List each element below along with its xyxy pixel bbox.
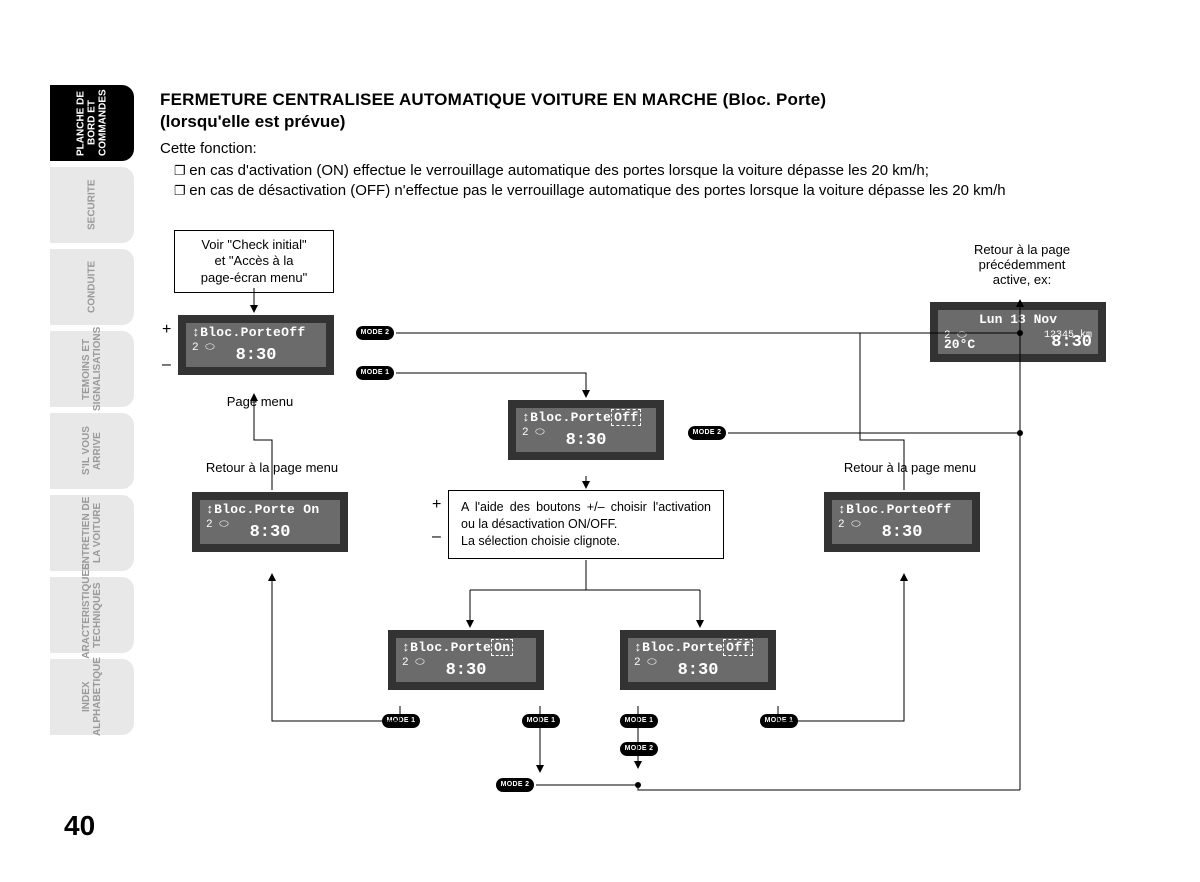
lcd-result-on: ↕Bloc.Porte On 2 ⬭ 8:30 [192, 492, 348, 552]
plus-label-2: + [432, 498, 441, 512]
lcd-page-menu: ↕Bloc.PorteOff 2 ⬭ 8:30 [178, 315, 334, 375]
caption-page-menu: Page menu [200, 394, 320, 409]
sidebar-tabs: PLANCHE DE BORD ET COMMANDES SECURITE CO… [50, 85, 134, 741]
lcd-time-rr: 8:30 [832, 523, 972, 542]
note-return-menu-right: Retour à la page menu [820, 460, 1000, 475]
mode2-btn-top: MODE 2 [356, 326, 394, 340]
tab-securite[interactable]: SECURITE [50, 167, 134, 243]
page-title: FERMETURE CENTRALISEE AUTOMATIQUE VOITUR… [160, 90, 1160, 110]
mode1-btn-top: MODE 1 [356, 366, 394, 380]
bullet-off: en cas de désactivation (OFF) n'effectue… [174, 181, 1160, 201]
lcd-center-line: ↕Bloc.PorteOff [522, 410, 650, 425]
mode1-btn-br2: MODE 1 [760, 714, 798, 728]
tab-planche-de-bord[interactable]: PLANCHE DE BORD ET COMMANDES [50, 85, 134, 161]
lcd-result-off: ↕Bloc.PorteOff 2 ⬭ 8:30 [824, 492, 980, 552]
lcd-time-bl: 8:30 [396, 661, 536, 680]
tab-entretien[interactable]: ENTRETIEN DE LA VOITURE [50, 495, 134, 571]
tab-index[interactable]: INDEX ALPHABETIQUE [50, 659, 134, 735]
minus-label-1: – [162, 358, 171, 372]
flowchart: Voir "Check initial"et "Accès à lapage-é… [160, 230, 1170, 850]
lcd-center: ↕Bloc.PorteOff 2 ⬭ 8:30 [508, 400, 664, 460]
lcd-choice-off: ↕Bloc.PorteOff 2 ⬭ 8:30 [620, 630, 776, 690]
bullet-on: en cas d'activation (ON) effectue le ver… [174, 161, 1160, 181]
page-number: 40 [64, 810, 95, 842]
tab-caracteristiques[interactable]: CARACTERISTIQUES TECHNIQUES [50, 577, 134, 653]
lcd-choice-on: ↕Bloc.PorteOn 2 ⬭ 8:30 [388, 630, 544, 690]
tab-conduite[interactable]: CONDUITE [50, 249, 134, 325]
lcd-time-l: 8:30 [200, 523, 340, 542]
lcd-return-page: Lun 13 Nov 2 ⬭ 12345 km 20°C 8:30 [930, 302, 1106, 362]
lcd-choice-on-line: ↕Bloc.PorteOn [402, 640, 530, 655]
lcd-on-line: ↕Bloc.Porte On [206, 502, 334, 517]
lcd-date: Lun 13 Nov [938, 312, 1098, 327]
lcd-off-line: ↕Bloc.PorteOff [838, 502, 966, 517]
instruction-box: A l'aide des boutons +/– choisir l'activ… [448, 490, 724, 559]
mode1-btn-bl1: MODE 1 [382, 714, 420, 728]
note-return-page: Retour à la pageprécédemmentactive, ex: [942, 242, 1102, 287]
tab-sil-vous-arrive[interactable]: S'IL VOUS ARRIVE [50, 413, 134, 489]
lcd-time-r: 8:30 [1051, 333, 1092, 352]
mode1-btn-br1: MODE 1 [620, 714, 658, 728]
lcd-choice-off-line: ↕Bloc.PorteOff [634, 640, 762, 655]
note-initial: Voir "Check initial"et "Accès à lapage-é… [174, 230, 334, 293]
lcd-time: 8:30 [186, 346, 326, 365]
main-content: FERMETURE CENTRALISEE AUTOMATIQUE VOITUR… [160, 90, 1160, 202]
tab-temoins[interactable]: TEMOINS ET SIGNALISATIONS [50, 331, 134, 407]
minus-label-2: – [432, 530, 441, 544]
page-subtitle: (lorsqu'elle est prévue) [160, 112, 1160, 132]
mode2-btn-center: MODE 2 [688, 426, 726, 440]
mode2-btn-bl: MODE 2 [496, 778, 534, 792]
note-return-menu-left: Retour à la page menu [182, 460, 362, 475]
mode1-btn-bl2: MODE 1 [522, 714, 560, 728]
lcd-time-br: 8:30 [628, 661, 768, 680]
intro-text: Cette fonction: [160, 140, 1160, 157]
lcd-temp: 20°C [944, 337, 975, 352]
lcd-line1: ↕Bloc.PorteOff [192, 325, 320, 340]
mode2-btn-br: MODE 2 [620, 742, 658, 756]
plus-label-1: + [162, 323, 171, 337]
lcd-time-c: 8:30 [516, 431, 656, 450]
